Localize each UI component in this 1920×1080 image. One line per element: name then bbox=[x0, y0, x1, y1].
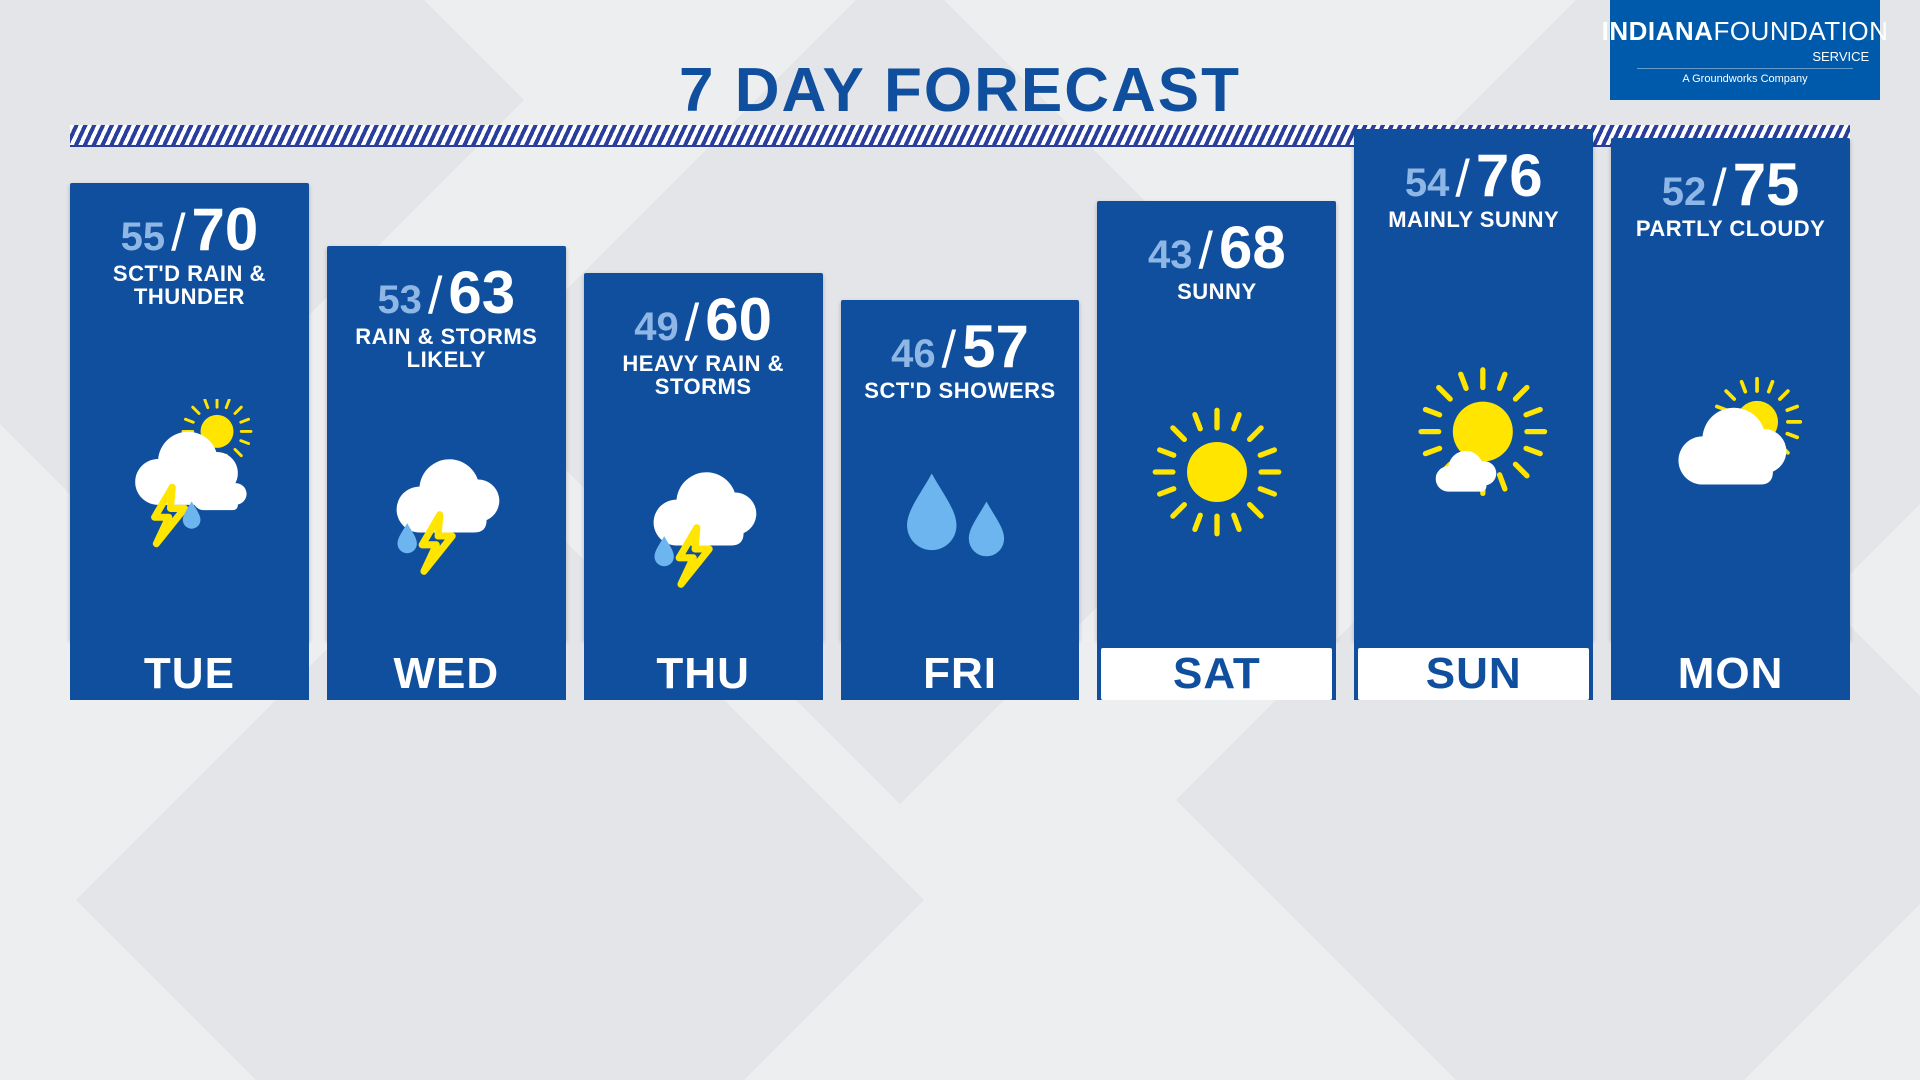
low-temp: 53 bbox=[377, 278, 422, 323]
day-label: TUE bbox=[70, 648, 309, 700]
forecast-bar: 54/76MAINLY SUNNY SUN bbox=[1354, 129, 1593, 640]
condition-label: HEAVY RAIN & STORMS bbox=[584, 352, 823, 398]
temp-slash: / bbox=[1199, 221, 1213, 281]
day-label: WED bbox=[327, 648, 566, 700]
temperature-readout: 54/76 bbox=[1405, 141, 1543, 210]
condition-label: SCT'D SHOWERS bbox=[854, 379, 1065, 402]
temp-slash: / bbox=[428, 266, 442, 326]
temp-slash: / bbox=[1455, 149, 1469, 209]
temperature-readout: 55/70 bbox=[121, 195, 259, 264]
sponsor-badge: INDIANAFOUNDATION SERVICE A Groundworks … bbox=[1610, 0, 1880, 100]
temperature-readout: 49/60 bbox=[634, 285, 772, 354]
forecast-bar: 55/70SCT'D RAIN & THUNDER TUE bbox=[70, 183, 309, 640]
day-label: SUN bbox=[1358, 648, 1589, 700]
condition-label: SUNNY bbox=[1167, 280, 1267, 303]
day-label: MON bbox=[1611, 648, 1850, 700]
temperature-readout: 53/63 bbox=[377, 258, 515, 327]
high-temp: 76 bbox=[1476, 141, 1543, 210]
condition-label: MAINLY SUNNY bbox=[1378, 208, 1569, 231]
temp-slash: / bbox=[171, 203, 185, 263]
condition-label: RAIN & STORMS LIKELY bbox=[327, 325, 566, 371]
storm-icon bbox=[327, 371, 566, 640]
low-temp: 54 bbox=[1405, 161, 1450, 206]
forecast-bar: 49/60HEAVY RAIN & STORMS THU bbox=[584, 273, 823, 640]
sponsor-line3: A Groundworks Company bbox=[1637, 68, 1853, 85]
temp-slash: / bbox=[685, 293, 699, 353]
storm-sun-icon bbox=[70, 308, 309, 640]
condition-label: PARTLY CLOUDY bbox=[1626, 217, 1835, 240]
temp-slash: / bbox=[1712, 158, 1726, 218]
mostly-sunny-icon bbox=[1354, 231, 1593, 640]
sunny-icon bbox=[1097, 303, 1336, 640]
low-temp: 52 bbox=[1662, 170, 1707, 215]
condition-label: SCT'D RAIN & THUNDER bbox=[70, 262, 309, 308]
forecast-bar: 53/63RAIN & STORMS LIKELY WED bbox=[327, 246, 566, 640]
sponsor-line1b: FOUNDATION bbox=[1713, 16, 1888, 46]
high-temp: 57 bbox=[962, 312, 1029, 381]
high-temp: 70 bbox=[192, 195, 259, 264]
sponsor-line1a: INDIANA bbox=[1602, 16, 1714, 46]
temperature-readout: 52/75 bbox=[1662, 150, 1800, 219]
showers-icon bbox=[841, 402, 1080, 640]
low-temp: 43 bbox=[1148, 233, 1193, 278]
forecast-stage: INDIANAFOUNDATION SERVICE A Groundworks … bbox=[0, 0, 1920, 1080]
low-temp: 46 bbox=[891, 332, 936, 377]
day-label: THU bbox=[584, 648, 823, 700]
forecast-bar: 46/57SCT'D SHOWERS FRI bbox=[841, 300, 1080, 640]
temperature-readout: 43/68 bbox=[1148, 213, 1286, 282]
low-temp: 55 bbox=[121, 215, 166, 260]
partly-cloudy-icon bbox=[1611, 240, 1850, 640]
forecast-bar: 52/75PARTLY CLOUDY MON bbox=[1611, 138, 1850, 640]
high-temp: 75 bbox=[1733, 150, 1800, 219]
temperature-readout: 46/57 bbox=[891, 312, 1029, 381]
storm-icon bbox=[584, 398, 823, 640]
high-temp: 63 bbox=[448, 258, 515, 327]
high-temp: 68 bbox=[1219, 213, 1286, 282]
day-label: SAT bbox=[1101, 648, 1332, 700]
temp-slash: / bbox=[942, 320, 956, 380]
low-temp: 49 bbox=[634, 305, 679, 350]
sponsor-line2: SERVICE bbox=[1621, 49, 1869, 64]
day-label: FRI bbox=[841, 648, 1080, 700]
forecast-bar: 43/68SUNNYSAT bbox=[1097, 201, 1336, 640]
high-temp: 60 bbox=[705, 285, 772, 354]
